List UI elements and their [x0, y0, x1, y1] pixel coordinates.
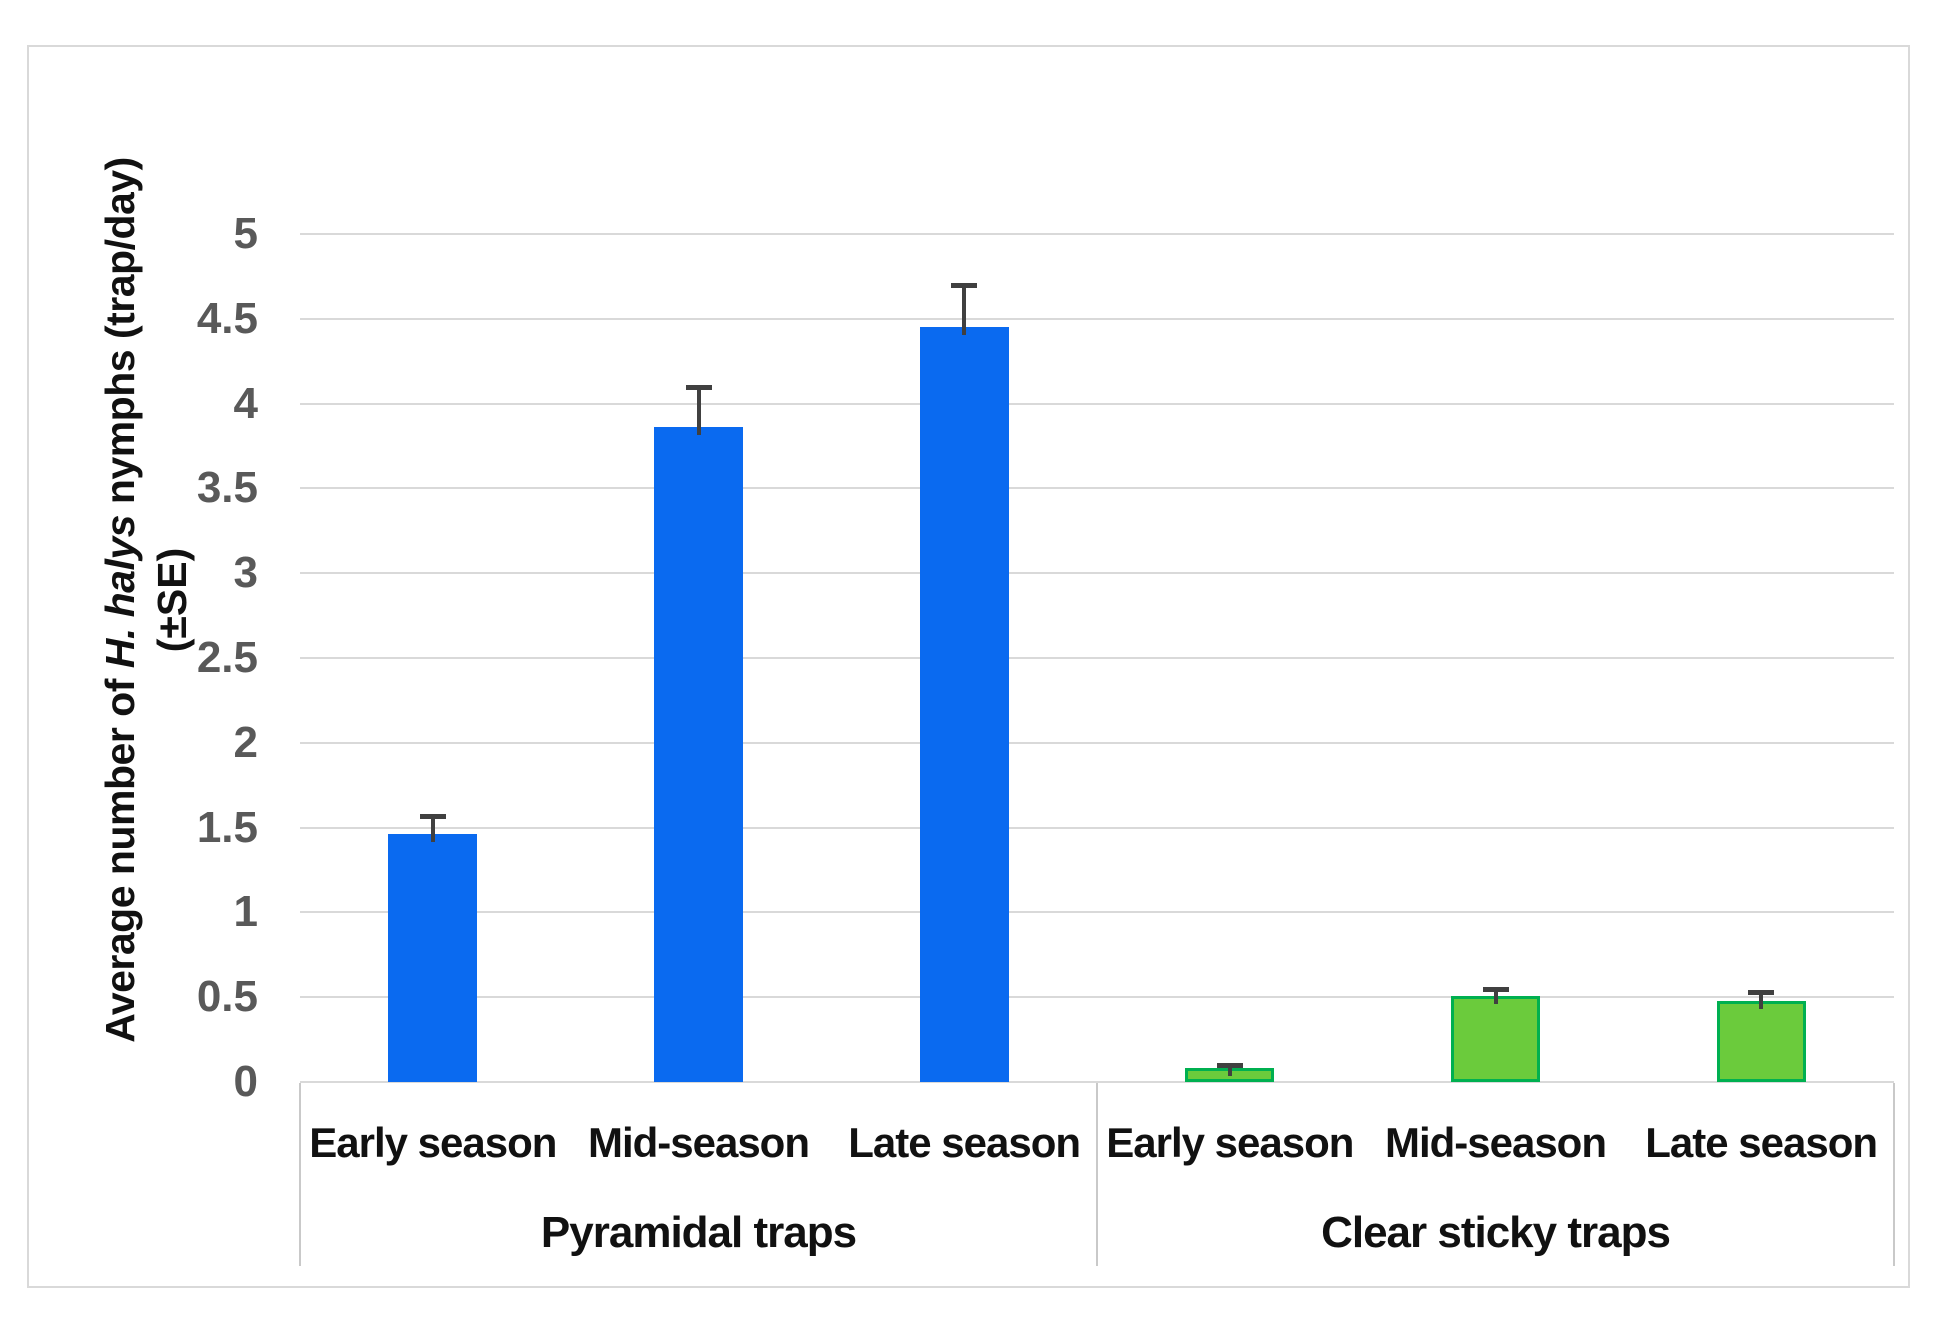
group-label-pyramidal-traps: Pyramidal traps — [540, 1208, 857, 1257]
y-axis-tick-label: 1 — [233, 887, 258, 937]
error-bar-clear-sticky-traps-mid-season — [1493, 988, 1498, 1004]
y-axis-tick-label: 0 — [233, 1057, 258, 1106]
gridline — [300, 996, 1894, 999]
y-axis-tick-label: 2.5 — [196, 633, 258, 682]
bar-pyramidal-traps-early-season — [388, 834, 478, 1082]
bar-pyramidal-traps-late-season — [919, 327, 1009, 1082]
category-label-late-season: Late season — [1645, 1119, 1878, 1166]
gridline — [300, 487, 1894, 490]
category-axis-separator — [1096, 1083, 1098, 1266]
error-bar-cap — [951, 282, 978, 288]
y-axis-tick-label: 1.5 — [196, 802, 258, 852]
gridline — [300, 402, 1894, 405]
error-bar-cap — [1748, 990, 1775, 996]
bar-clear-sticky-traps-late-season — [1716, 1000, 1806, 1082]
error-bar-cap — [1216, 1063, 1243, 1069]
y-axis-tick-label: 3.5 — [196, 463, 258, 513]
error-bar-cap — [1482, 986, 1509, 992]
category-axis-separator — [1893, 1083, 1895, 1266]
gridline — [300, 741, 1894, 744]
gridline — [300, 826, 1894, 829]
gridline — [300, 657, 1894, 659]
category-label-early-season: Early season — [1106, 1119, 1354, 1166]
bar-pyramidal-traps-mid-season — [654, 427, 743, 1082]
y-axis-tick-label: 0.5 — [196, 972, 258, 1022]
y-axis-tick-label: 5 — [233, 209, 258, 258]
gridline — [300, 911, 1894, 914]
error-bar-pyramidal-traps-early-season — [430, 815, 435, 843]
category-label-mid-season: Mid-season — [587, 1119, 810, 1166]
gridline — [300, 317, 1894, 320]
error-bar-clear-sticky-traps-early-season — [1227, 1065, 1232, 1077]
error-bar-cap — [419, 813, 446, 819]
error-bar-clear-sticky-traps-late-season — [1759, 992, 1764, 1009]
gridline — [300, 233, 1894, 235]
y-axis-tick-label: 3 — [233, 548, 258, 598]
gridline — [300, 572, 1894, 575]
y-axis-tick-label: 4 — [233, 378, 258, 428]
category-label-late-season: Late season — [848, 1119, 1081, 1166]
y-axis-tick-label: 4.5 — [196, 293, 258, 343]
category-label-mid-season: Mid-season — [1384, 1119, 1607, 1166]
category-label-early-season: Early season — [309, 1119, 557, 1166]
gridline — [300, 1081, 1894, 1083]
category-axis-separator — [299, 1083, 301, 1266]
error-bar-pyramidal-traps-mid-season — [696, 386, 701, 436]
group-label-clear-sticky-traps: Clear sticky traps — [1321, 1208, 1671, 1257]
error-bar-cap — [685, 384, 712, 390]
error-bar-pyramidal-traps-late-season — [962, 284, 967, 336]
y-axis-tick-label: 2 — [233, 717, 258, 767]
bar-clear-sticky-traps-mid-season — [1451, 995, 1540, 1082]
